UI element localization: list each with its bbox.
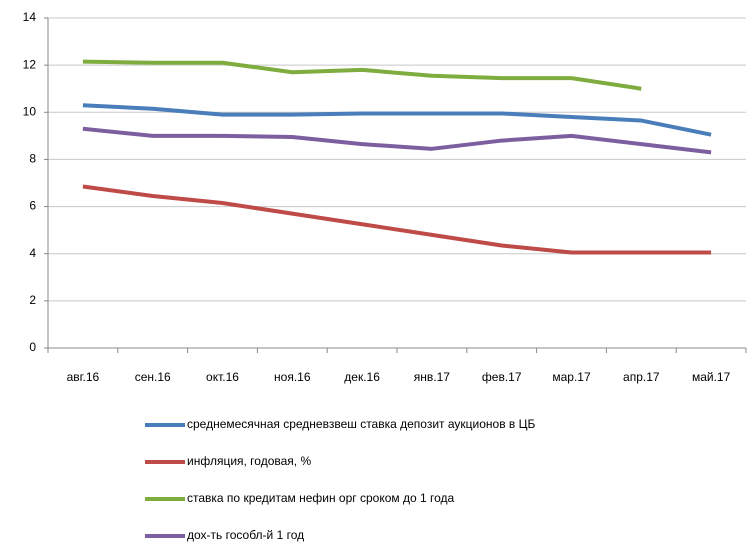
x-tick-label: ноя.16 — [274, 370, 311, 384]
x-tick-label: окт.16 — [206, 370, 239, 384]
y-tick-label: 12 — [23, 57, 37, 71]
x-tick-label: апр.17 — [623, 370, 660, 384]
legend-label: инфляция, годовая, % — [187, 454, 311, 468]
x-tick-label: сен.16 — [135, 370, 171, 384]
series-line — [82, 59, 642, 91]
y-tick-label: 8 — [29, 152, 36, 166]
series-line — [82, 126, 712, 155]
series-line — [82, 184, 712, 255]
y-tick-label: 2 — [29, 293, 36, 307]
y-tick-label: 14 — [23, 10, 37, 24]
legend-label: ставка по кредитам нефин орг сроком до 1… — [187, 491, 455, 505]
legend-label: дох-ть гособл-й 1 год — [187, 528, 304, 542]
x-tick-label: май.17 — [692, 370, 731, 384]
x-tick-label: дек.16 — [344, 370, 380, 384]
x-tick-label: авг.16 — [67, 370, 100, 384]
y-tick-label: 0 — [29, 340, 36, 354]
legend-label: среднемесячная средневзвеш ставка депози… — [187, 417, 536, 431]
y-tick-label: 6 — [29, 199, 36, 213]
x-tick-label: фев.17 — [482, 370, 522, 384]
x-tick-label: янв.17 — [414, 370, 451, 384]
series-line — [82, 103, 712, 137]
y-tick-label: 10 — [23, 104, 37, 118]
y-tick-label: 4 — [29, 246, 36, 260]
x-tick-label: мар.17 — [552, 370, 591, 384]
